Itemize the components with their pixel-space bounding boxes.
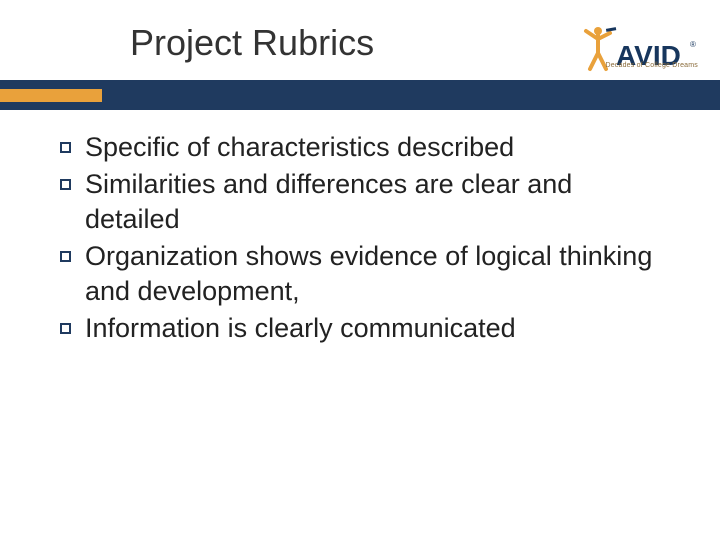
- avid-logo-svg: AVID ®: [578, 25, 698, 80]
- list-item: Specific of characteristics described: [60, 130, 670, 165]
- navy-bar: [0, 80, 720, 110]
- bullet-text: Similarities and differences are clear a…: [85, 167, 670, 237]
- bullet-icon: [60, 179, 71, 190]
- bullet-icon: [60, 142, 71, 153]
- bullet-text: Specific of characteristics described: [85, 130, 514, 165]
- bullet-list: Specific of characteristics described Si…: [60, 130, 670, 349]
- avid-logo: AVID ®: [578, 10, 698, 80]
- bullet-text: Information is clearly communicated: [85, 311, 516, 346]
- list-item: Similarities and differences are clear a…: [60, 167, 670, 237]
- reg-mark: ®: [690, 40, 696, 49]
- slide-title: Project Rubrics: [130, 22, 374, 64]
- orange-bar: [0, 89, 102, 102]
- bullet-icon: [60, 323, 71, 334]
- slide: Project Rubrics AVID ® Decades of Colleg…: [0, 0, 720, 540]
- bullet-icon: [60, 251, 71, 262]
- bullet-text: Organization shows evidence of logical t…: [85, 239, 670, 309]
- list-item: Organization shows evidence of logical t…: [60, 239, 670, 309]
- header-bar: [0, 80, 720, 112]
- logo-tagline: Decades of College Dreams: [605, 62, 698, 69]
- list-item: Information is clearly communicated: [60, 311, 670, 346]
